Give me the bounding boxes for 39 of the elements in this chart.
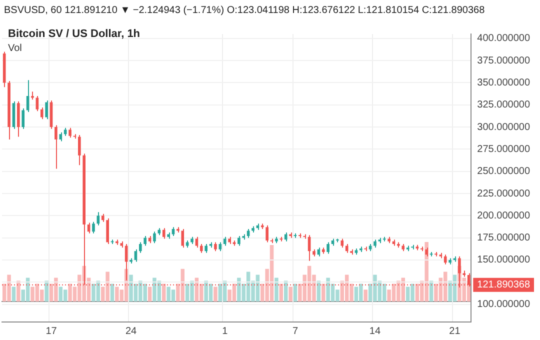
bar — [382, 284, 386, 302]
bar — [16, 280, 20, 302]
bar — [279, 284, 284, 302]
bar — [322, 284, 326, 302]
y-tick-label: 350.000000 — [477, 77, 530, 88]
bar — [214, 286, 218, 302]
y-tick-label: 275.000000 — [477, 144, 530, 155]
y-tick-label: 150.000000 — [477, 254, 530, 266]
y-tick-label: 375.000000 — [477, 55, 530, 66]
y-tick-label: 250.000000 — [477, 166, 530, 178]
bar — [274, 278, 278, 302]
y-tick-label: 100.000000 — [477, 299, 530, 310]
x-tick-label: 24 — [125, 326, 138, 337]
x-tick-label: 21 — [449, 326, 461, 337]
bar — [218, 284, 222, 302]
bar — [110, 284, 114, 302]
y-tick-label: 200.000000 — [477, 210, 530, 222]
x-tick-label: 1 — [222, 326, 228, 337]
bar — [288, 286, 292, 302]
bar — [364, 290, 368, 302]
x-tick-label: 17 — [46, 326, 58, 337]
bar — [148, 286, 152, 302]
x-tick-label: 14 — [369, 326, 381, 337]
y-tick-label: 325.000000 — [477, 100, 530, 111]
chart-title: Vol — [8, 43, 22, 54]
y-tick-label: 300.000000 — [477, 122, 530, 133]
chart-title: Bitcoin SV / US Dollar, 1h — [8, 28, 140, 40]
x-tick-label: 7 — [292, 326, 298, 337]
bar — [293, 284, 298, 302]
bar — [44, 280, 48, 302]
bar — [162, 284, 166, 302]
y-tick-label: 400.000000 — [477, 33, 530, 44]
bar — [63, 290, 68, 302]
ref-line-label: 121.890368 — [477, 280, 530, 291]
y-tick-label: 225.000000 — [477, 188, 530, 200]
text: BSVUSD, 60 121.891210 ▼ −2.124943 (−1.71%) O:123.041198 H:123.676122 L:121.810154 C:121.890368 — [4, 5, 485, 16]
bar — [12, 286, 16, 302]
bar — [58, 286, 63, 302]
y-tick-label: 175.000000 — [477, 232, 530, 244]
